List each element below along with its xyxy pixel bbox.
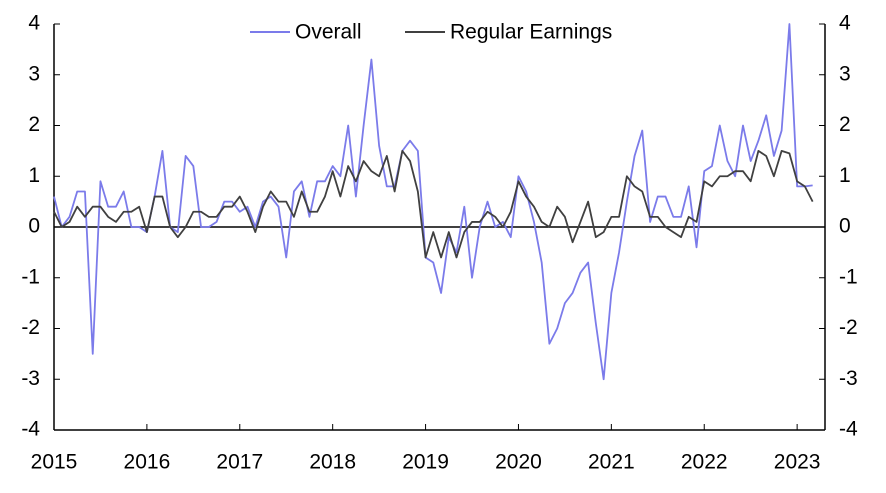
legend-label: Regular Earnings — [450, 21, 612, 44]
x-tick-label: 2021 — [588, 451, 635, 474]
legend-label: Overall — [295, 21, 362, 44]
y-tick-label: 4 — [28, 12, 40, 35]
y2-tick-label: 3 — [839, 62, 851, 85]
y-tick-label: 0 — [28, 215, 40, 238]
y-tick-label: 3 — [28, 62, 40, 85]
line-series — [53, 149, 814, 259]
x-tick-label: 2016 — [124, 451, 171, 474]
y-tick-label: -3 — [21, 367, 40, 390]
y-tick-label: 2 — [28, 113, 40, 136]
x-tick-label: 2022 — [681, 451, 728, 474]
x-tick-label: 2017 — [216, 451, 263, 474]
y2-tick-label: -4 — [839, 418, 858, 441]
x-tick-label: 2015 — [31, 451, 78, 474]
y-tick-label: 1 — [28, 164, 40, 187]
x-tick-label: 2023 — [774, 451, 821, 474]
y2-tick-label: -3 — [839, 367, 858, 390]
x-tick-label: 2020 — [495, 451, 542, 474]
y2-tick-label: -2 — [839, 316, 858, 339]
x-tick-label: 2019 — [402, 451, 449, 474]
y-tick-label: -4 — [21, 418, 40, 441]
y-tick-label: -2 — [21, 316, 40, 339]
y2-tick-label: 1 — [839, 164, 851, 187]
y2-tick-label: 0 — [839, 215, 851, 238]
line-series — [53, 23, 813, 381]
y2-tick-label: 2 — [839, 113, 851, 136]
y-tick-label: -1 — [21, 265, 40, 288]
y2-tick-label: 4 — [839, 12, 851, 35]
x-tick-label: 2018 — [309, 451, 356, 474]
y2-tick-label: -1 — [839, 265, 858, 288]
